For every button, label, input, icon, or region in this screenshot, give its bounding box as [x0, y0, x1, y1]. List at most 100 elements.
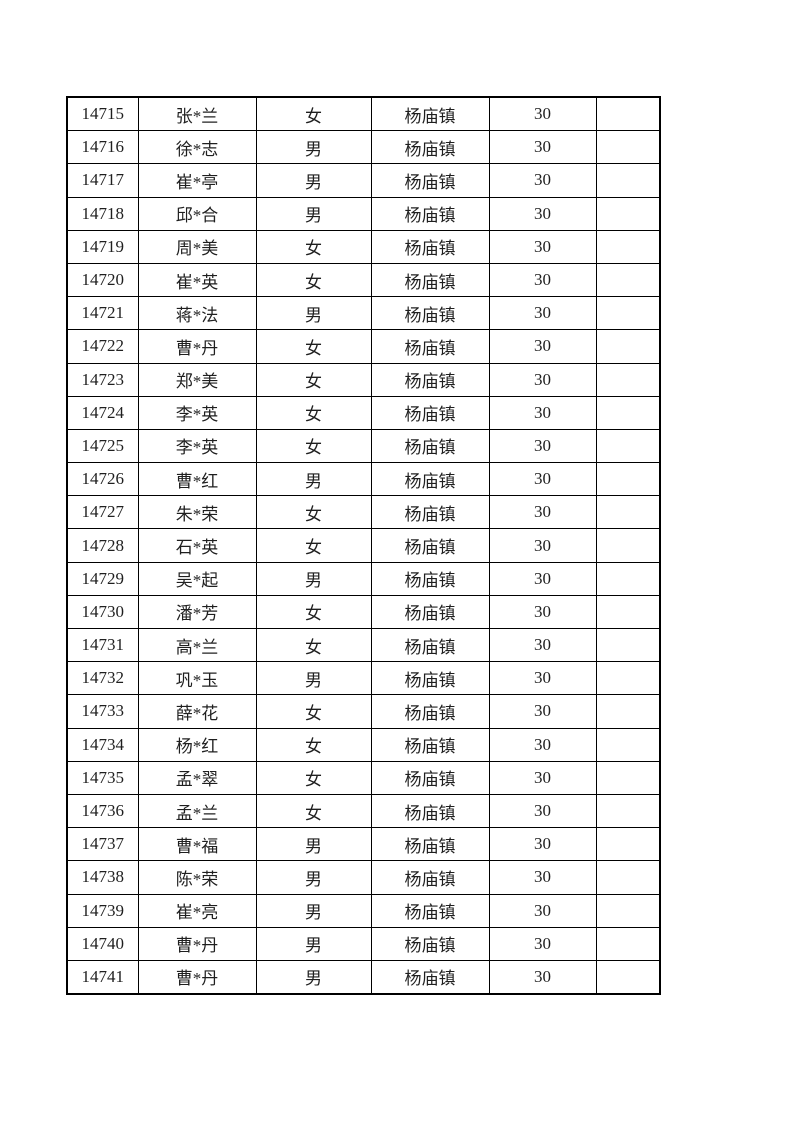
cell-town: 杨庙镇 [370, 462, 490, 497]
cell-blank [595, 694, 661, 729]
cell-name: 巩*玉 [137, 661, 257, 696]
cell-id: 14721 [66, 296, 139, 331]
cell-blank [595, 926, 661, 961]
cell-name: 杨*红 [137, 727, 257, 762]
cell-count: 30 [488, 96, 597, 132]
table-row: 14740 曹*丹男杨庙镇 30 [66, 926, 661, 961]
cell-gender: 女 [255, 793, 372, 829]
table-row: 14732 巩*玉男杨庙镇 30 [66, 661, 661, 696]
cell-town: 杨庙镇 [370, 395, 490, 430]
cell-id: 14724 [66, 395, 139, 430]
cell-count: 30 [488, 163, 597, 198]
cell-blank [595, 428, 661, 464]
table-row: 14719 周*美女杨庙镇 30 [66, 229, 661, 264]
cell-name: 曹*福 [137, 827, 257, 862]
cell-id: 14741 [66, 959, 139, 995]
cell-name: 朱*荣 [137, 495, 257, 530]
table-row: 14735 孟*翠女杨庙镇 30 [66, 760, 661, 795]
cell-blank [595, 262, 661, 298]
cell-name: 孟*翠 [137, 760, 257, 795]
cell-gender: 女 [255, 96, 372, 132]
cell-blank [595, 528, 661, 563]
cell-blank [595, 329, 661, 364]
cell-count: 30 [488, 959, 597, 995]
cell-gender: 男 [255, 893, 372, 928]
cell-blank [595, 760, 661, 795]
cell-town: 杨庙镇 [370, 262, 490, 298]
cell-name: 曹*丹 [137, 959, 257, 995]
cell-id: 14715 [66, 96, 139, 132]
cell-id: 14727 [66, 495, 139, 530]
table-row: 14720 崔*英女杨庙镇 30 [66, 262, 661, 298]
table-row: 14722 曹*丹女杨庙镇 30 [66, 329, 661, 364]
cell-id: 14719 [66, 229, 139, 264]
cell-count: 30 [488, 727, 597, 762]
cell-town: 杨庙镇 [370, 594, 490, 630]
cell-town: 杨庙镇 [370, 428, 490, 464]
cell-count: 30 [488, 860, 597, 895]
table-row: 14730 潘*芳女杨庙镇 30 [66, 594, 661, 630]
table-row: 14717 崔*亭男杨庙镇 30 [66, 163, 661, 198]
cell-count: 30 [488, 594, 597, 630]
table-row: 14728 石*英女杨庙镇 30 [66, 528, 661, 563]
cell-id: 14735 [66, 760, 139, 795]
cell-name: 陈*荣 [137, 860, 257, 895]
cell-gender: 男 [255, 296, 372, 331]
cell-id: 14718 [66, 196, 139, 231]
table-row: 14718 邱*合男杨庙镇 30 [66, 196, 661, 231]
table-row: 14738 陈*荣男杨庙镇 30 [66, 860, 661, 895]
cell-name: 石*英 [137, 528, 257, 563]
table-row: 14723 郑*美女杨庙镇 30 [66, 362, 661, 397]
cell-gender: 女 [255, 329, 372, 364]
cell-town: 杨庙镇 [370, 926, 490, 961]
cell-count: 30 [488, 893, 597, 928]
cell-gender: 女 [255, 262, 372, 298]
cell-town: 杨庙镇 [370, 760, 490, 795]
cell-gender: 男 [255, 561, 372, 596]
cell-count: 30 [488, 296, 597, 331]
cell-gender: 女 [255, 694, 372, 729]
cell-blank [595, 362, 661, 397]
cell-blank [595, 860, 661, 895]
cell-name: 孟*兰 [137, 793, 257, 829]
cell-blank [595, 296, 661, 331]
cell-blank [595, 627, 661, 663]
cell-blank [595, 661, 661, 696]
cell-blank [595, 594, 661, 630]
cell-town: 杨庙镇 [370, 627, 490, 663]
cell-gender: 女 [255, 594, 372, 630]
cell-name: 吴*起 [137, 561, 257, 596]
cell-gender: 男 [255, 860, 372, 895]
cell-id: 14731 [66, 627, 139, 663]
cell-town: 杨庙镇 [370, 694, 490, 729]
table-row: 14729 吴*起男杨庙镇 30 [66, 561, 661, 596]
cell-id: 14732 [66, 661, 139, 696]
table-row: 14715 张*兰女杨庙镇 30 [66, 96, 661, 132]
table-row: 14737 曹*福男杨庙镇 30 [66, 827, 661, 862]
cell-gender: 男 [255, 130, 372, 165]
cell-name: 徐*志 [137, 130, 257, 165]
cell-name: 张*兰 [137, 96, 257, 132]
table-row: 14733 薛*花女杨庙镇 30 [66, 694, 661, 729]
table-row: 14725 李*英女杨庙镇 30 [66, 428, 661, 464]
cell-count: 30 [488, 926, 597, 961]
cell-id: 14734 [66, 727, 139, 762]
cell-town: 杨庙镇 [370, 561, 490, 596]
cell-blank [595, 395, 661, 430]
cell-id: 14738 [66, 860, 139, 895]
cell-gender: 男 [255, 661, 372, 696]
cell-town: 杨庙镇 [370, 727, 490, 762]
cell-name: 潘*芳 [137, 594, 257, 630]
cell-town: 杨庙镇 [370, 827, 490, 862]
table-row: 14731 高*兰女杨庙镇 30 [66, 627, 661, 663]
cell-count: 30 [488, 528, 597, 563]
cell-gender: 女 [255, 727, 372, 762]
cell-gender: 男 [255, 959, 372, 995]
cell-gender: 女 [255, 229, 372, 264]
cell-blank [595, 229, 661, 264]
cell-blank [595, 793, 661, 829]
cell-gender: 男 [255, 163, 372, 198]
cell-gender: 女 [255, 362, 372, 397]
cell-count: 30 [488, 130, 597, 165]
